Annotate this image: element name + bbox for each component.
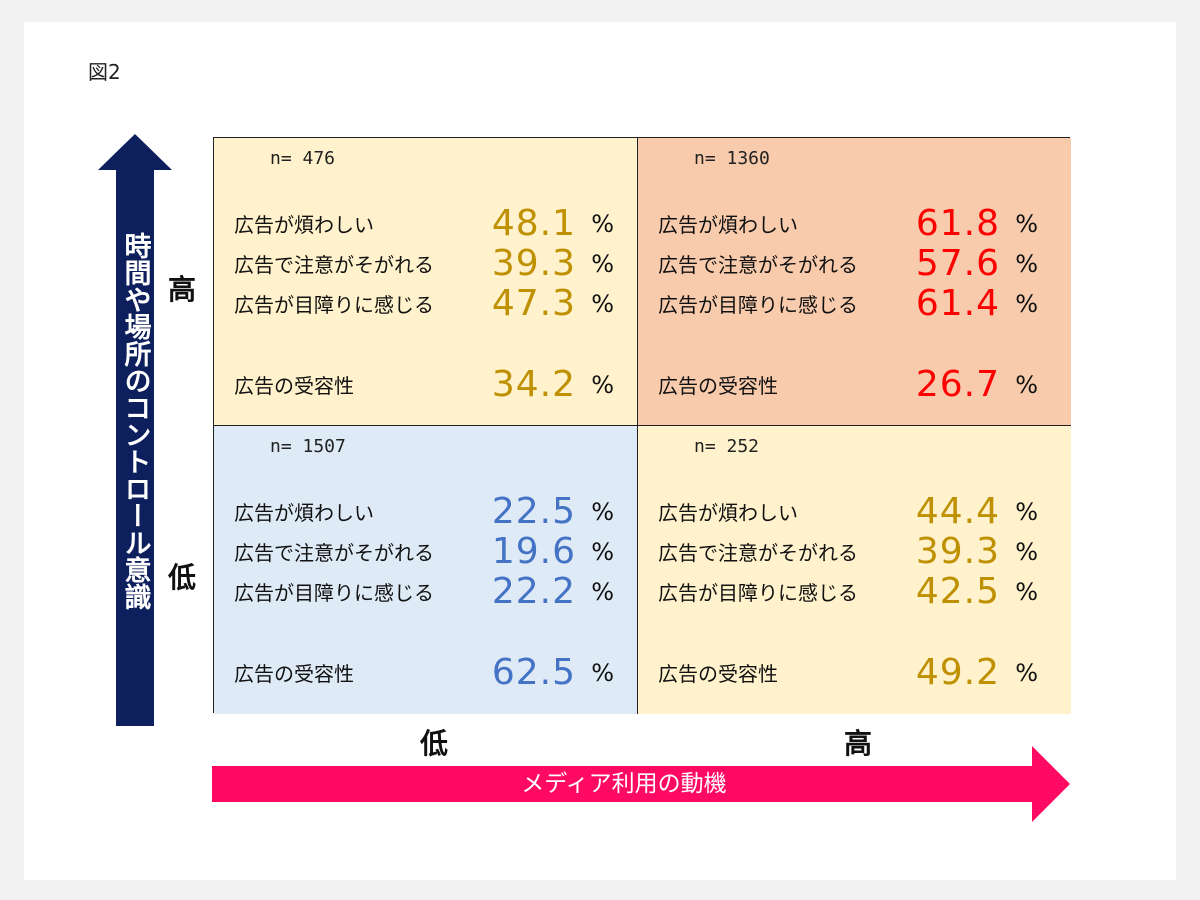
percent-sign: % (1015, 659, 1038, 687)
sample-size: n= 476 (270, 148, 336, 169)
row-acceptance: 広告の受容性 62.5 % (234, 651, 624, 693)
row-distracting: 広告で注意がそがれる 57.6 % (658, 242, 1048, 284)
row-label: 広告が煩わしい (234, 501, 374, 525)
value-acceptance: 49.2 (915, 652, 1000, 693)
row-distracting: 広告で注意がそがれる 19.6 % (234, 530, 624, 572)
percent-sign: % (1015, 250, 1038, 278)
row-label: 広告の受容性 (234, 662, 354, 686)
row-label: 広告が煩わしい (658, 501, 798, 525)
row-label: 広告が目障りに感じる (234, 581, 434, 605)
x-axis-arrow (212, 766, 1036, 802)
value-obstructive: 47.3 (491, 283, 576, 324)
quadrant-top-left: n= 476 広告が煩わしい 48.1 % 広告で注意がそがれる 39.3 % … (214, 138, 638, 426)
row-obstructive: 広告が目障りに感じる 22.2 % (234, 570, 624, 612)
value-distracting: 39.3 (491, 243, 576, 284)
row-label: 広告が煩わしい (658, 213, 798, 237)
percent-sign: % (1015, 290, 1038, 318)
quadrant-top-right: n= 1360 広告が煩わしい 61.8 % 広告で注意がそがれる 57.6 %… (638, 138, 1071, 426)
row-label: 広告が目障りに感じる (234, 293, 434, 317)
percent-sign: % (1015, 538, 1038, 566)
quadrant-grid: n= 476 広告が煩わしい 48.1 % 広告で注意がそがれる 39.3 % … (213, 137, 1071, 714)
percent-sign: % (591, 578, 614, 606)
value-acceptance: 62.5 (491, 652, 576, 693)
value-acceptance: 34.2 (491, 364, 576, 405)
row-acceptance: 広告の受容性 34.2 % (234, 363, 624, 405)
value-obstructive: 22.2 (491, 571, 576, 612)
percent-sign: % (1015, 371, 1038, 399)
row-label: 広告の受容性 (658, 374, 778, 398)
row-annoying: 広告が煩わしい 22.5 % (234, 490, 624, 532)
percent-sign: % (1015, 578, 1038, 606)
percent-sign: % (591, 210, 614, 238)
row-label: 広告で注意がそがれる (658, 253, 858, 277)
y-axis-arrow (116, 168, 154, 726)
sample-size: n= 1507 (270, 436, 346, 457)
row-acceptance: 広告の受容性 49.2 % (658, 651, 1048, 693)
sample-size: n= 252 (694, 436, 760, 457)
value-annoying: 44.4 (915, 491, 1000, 532)
row-label: 広告が煩わしい (234, 213, 374, 237)
value-distracting: 19.6 (491, 531, 576, 572)
value-acceptance: 26.7 (915, 364, 1000, 405)
x-axis-low-label: 低 (420, 727, 449, 760)
y-axis-arrow-head (98, 134, 172, 170)
quadrant-bottom-right: n= 252 広告が煩わしい 44.4 % 広告で注意がそがれる 39.3 % … (638, 426, 1071, 714)
value-obstructive: 42.5 (915, 571, 1000, 612)
percent-sign: % (591, 290, 614, 318)
sample-size: n= 1360 (694, 148, 770, 169)
row-annoying: 広告が煩わしい 61.8 % (658, 202, 1048, 244)
row-label: 広告で注意がそがれる (234, 253, 434, 277)
row-label: 広告で注意がそがれる (658, 541, 858, 565)
y-axis-low-label: 低 (168, 561, 197, 594)
y-axis-high-label: 高 (168, 273, 197, 306)
value-obstructive: 61.4 (915, 283, 1000, 324)
row-label: 広告が目障りに感じる (658, 293, 858, 317)
row-obstructive: 広告が目障りに感じる 61.4 % (658, 282, 1048, 324)
row-obstructive: 広告が目障りに感じる 47.3 % (234, 282, 624, 324)
figure-label: 図2 (88, 60, 121, 84)
value-annoying: 22.5 (491, 491, 576, 532)
percent-sign: % (591, 659, 614, 687)
row-label: 広告の受容性 (658, 662, 778, 686)
percent-sign: % (591, 498, 614, 526)
row-label: 広告の受容性 (234, 374, 354, 398)
row-label: 広告が目障りに感じる (658, 581, 858, 605)
value-distracting: 57.6 (915, 243, 1000, 284)
x-axis-label: メディア利用の動機 (521, 771, 727, 797)
row-label: 広告で注意がそがれる (234, 541, 434, 565)
row-annoying: 広告が煩わしい 48.1 % (234, 202, 624, 244)
value-distracting: 39.3 (915, 531, 1000, 572)
x-axis-high-label: 高 (844, 727, 873, 760)
value-annoying: 61.8 (915, 203, 1000, 244)
row-distracting: 広告で注意がそがれる 39.3 % (658, 530, 1048, 572)
quadrant-bottom-left: n= 1507 広告が煩わしい 22.5 % 広告で注意がそがれる 19.6 %… (214, 426, 638, 714)
percent-sign: % (591, 371, 614, 399)
percent-sign: % (591, 538, 614, 566)
percent-sign: % (591, 250, 614, 278)
row-obstructive: 広告が目障りに感じる 42.5 % (658, 570, 1048, 612)
value-annoying: 48.1 (491, 203, 576, 244)
y-axis-label: 時間や場所のコントロール意識 (119, 232, 151, 610)
row-annoying: 広告が煩わしい 44.4 % (658, 490, 1048, 532)
row-distracting: 広告で注意がそがれる 39.3 % (234, 242, 624, 284)
percent-sign: % (1015, 498, 1038, 526)
x-axis-arrow-head (1032, 746, 1070, 822)
row-acceptance: 広告の受容性 26.7 % (658, 363, 1048, 405)
percent-sign: % (1015, 210, 1038, 238)
